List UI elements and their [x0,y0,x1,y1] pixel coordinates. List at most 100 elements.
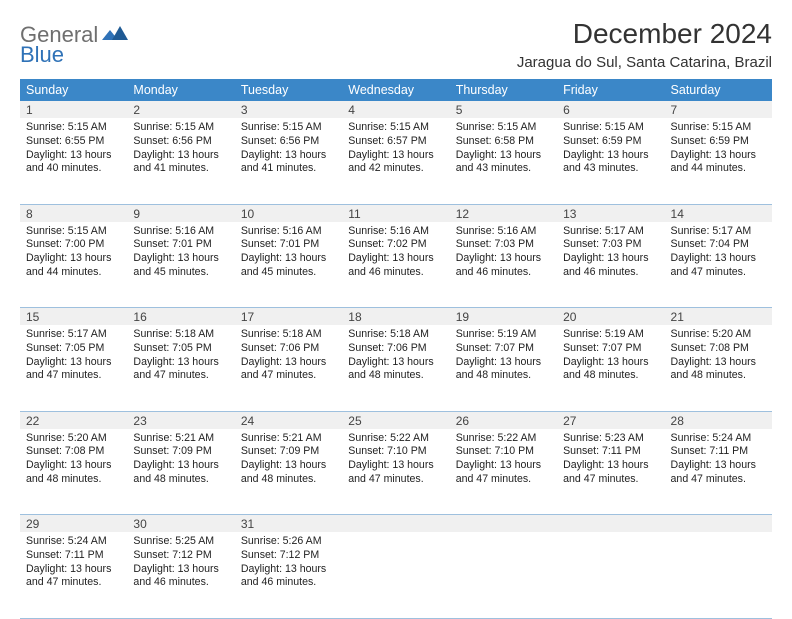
weekday-header: Monday [127,79,234,101]
day-body-cell: Sunrise: 5:16 AMSunset: 7:03 PMDaylight:… [450,222,557,308]
weekday-header: Tuesday [235,79,342,101]
day-details: Sunrise: 5:18 AMSunset: 7:05 PMDaylight:… [127,325,234,387]
day-body-cell: Sunrise: 5:20 AMSunset: 7:08 PMDaylight:… [665,325,772,411]
day-number-cell: 11 [342,204,449,222]
day-number-cell: 25 [342,411,449,429]
day-body-cell: Sunrise: 5:18 AMSunset: 7:06 PMDaylight:… [342,325,449,411]
day-number-cell: 23 [127,411,234,429]
day-body-row: Sunrise: 5:17 AMSunset: 7:05 PMDaylight:… [20,325,772,411]
day-body-cell: Sunrise: 5:21 AMSunset: 7:09 PMDaylight:… [127,429,234,515]
day-number-row: 293031 [20,515,772,533]
day-body-cell: Sunrise: 5:16 AMSunset: 7:02 PMDaylight:… [342,222,449,308]
day-details: Sunrise: 5:15 AMSunset: 6:59 PMDaylight:… [665,118,772,180]
day-number-cell: 20 [557,308,664,326]
day-number-cell: 10 [235,204,342,222]
day-details: Sunrise: 5:18 AMSunset: 7:06 PMDaylight:… [342,325,449,387]
day-details: Sunrise: 5:15 AMSunset: 6:56 PMDaylight:… [235,118,342,180]
day-details: Sunrise: 5:19 AMSunset: 7:07 PMDaylight:… [450,325,557,387]
day-body-cell: Sunrise: 5:17 AMSunset: 7:04 PMDaylight:… [665,222,772,308]
calendar-table: SundayMondayTuesdayWednesdayThursdayFrid… [20,79,772,619]
day-number-cell: 21 [665,308,772,326]
day-details: Sunrise: 5:16 AMSunset: 7:01 PMDaylight:… [235,222,342,284]
day-body-cell: Sunrise: 5:22 AMSunset: 7:10 PMDaylight:… [450,429,557,515]
day-body-cell [557,532,664,618]
day-number-cell: 18 [342,308,449,326]
day-number-cell: 30 [127,515,234,533]
day-details: Sunrise: 5:22 AMSunset: 7:10 PMDaylight:… [342,429,449,491]
day-number-row: 15161718192021 [20,308,772,326]
day-body-cell: Sunrise: 5:23 AMSunset: 7:11 PMDaylight:… [557,429,664,515]
day-body-cell: Sunrise: 5:25 AMSunset: 7:12 PMDaylight:… [127,532,234,618]
day-number-cell [665,515,772,533]
day-number-cell: 2 [127,101,234,118]
day-body-cell: Sunrise: 5:20 AMSunset: 7:08 PMDaylight:… [20,429,127,515]
logo-text: General Blue [20,24,98,66]
day-body-cell: Sunrise: 5:15 AMSunset: 6:58 PMDaylight:… [450,118,557,204]
weekday-header: Saturday [665,79,772,101]
day-number-cell: 3 [235,101,342,118]
weekday-header: Friday [557,79,664,101]
weekday-header-row: SundayMondayTuesdayWednesdayThursdayFrid… [20,79,772,101]
day-body-cell: Sunrise: 5:19 AMSunset: 7:07 PMDaylight:… [557,325,664,411]
day-body-cell: Sunrise: 5:15 AMSunset: 6:59 PMDaylight:… [557,118,664,204]
day-details: Sunrise: 5:16 AMSunset: 7:02 PMDaylight:… [342,222,449,284]
day-number-cell: 26 [450,411,557,429]
day-details: Sunrise: 5:15 AMSunset: 7:00 PMDaylight:… [20,222,127,284]
day-number-cell [557,515,664,533]
day-details: Sunrise: 5:24 AMSunset: 7:11 PMDaylight:… [665,429,772,491]
day-number-cell [450,515,557,533]
day-number-cell: 5 [450,101,557,118]
day-details: Sunrise: 5:15 AMSunset: 6:55 PMDaylight:… [20,118,127,180]
day-body-cell: Sunrise: 5:24 AMSunset: 7:11 PMDaylight:… [20,532,127,618]
day-body-cell [342,532,449,618]
day-body-cell: Sunrise: 5:15 AMSunset: 6:57 PMDaylight:… [342,118,449,204]
day-body-row: Sunrise: 5:15 AMSunset: 6:55 PMDaylight:… [20,118,772,204]
day-number-cell: 19 [450,308,557,326]
day-number-cell: 8 [20,204,127,222]
day-number-cell: 6 [557,101,664,118]
day-number-row: 22232425262728 [20,411,772,429]
day-body-row: Sunrise: 5:24 AMSunset: 7:11 PMDaylight:… [20,532,772,618]
day-details: Sunrise: 5:17 AMSunset: 7:04 PMDaylight:… [665,222,772,284]
day-body-cell: Sunrise: 5:18 AMSunset: 7:05 PMDaylight:… [127,325,234,411]
header: General Blue December 2024 Jaragua do Su… [20,18,772,71]
day-number-cell: 24 [235,411,342,429]
day-details: Sunrise: 5:26 AMSunset: 7:12 PMDaylight:… [235,532,342,594]
day-body-cell: Sunrise: 5:22 AMSunset: 7:10 PMDaylight:… [342,429,449,515]
day-details: Sunrise: 5:20 AMSunset: 7:08 PMDaylight:… [20,429,127,491]
day-number-cell: 9 [127,204,234,222]
day-number-cell: 29 [20,515,127,533]
day-body-cell [665,532,772,618]
day-number-cell: 7 [665,101,772,118]
day-number-cell [342,515,449,533]
day-body-cell: Sunrise: 5:15 AMSunset: 6:59 PMDaylight:… [665,118,772,204]
day-details: Sunrise: 5:17 AMSunset: 7:05 PMDaylight:… [20,325,127,387]
day-body-cell [450,532,557,618]
logo: General Blue [20,18,128,66]
day-body-cell: Sunrise: 5:16 AMSunset: 7:01 PMDaylight:… [127,222,234,308]
day-details: Sunrise: 5:25 AMSunset: 7:12 PMDaylight:… [127,532,234,594]
day-details: Sunrise: 5:23 AMSunset: 7:11 PMDaylight:… [557,429,664,491]
day-details: Sunrise: 5:15 AMSunset: 6:57 PMDaylight:… [342,118,449,180]
day-number-row: 1234567 [20,101,772,118]
day-details: Sunrise: 5:21 AMSunset: 7:09 PMDaylight:… [235,429,342,491]
day-number-cell: 13 [557,204,664,222]
day-body-cell: Sunrise: 5:18 AMSunset: 7:06 PMDaylight:… [235,325,342,411]
day-body-cell: Sunrise: 5:15 AMSunset: 6:56 PMDaylight:… [127,118,234,204]
day-body-cell: Sunrise: 5:19 AMSunset: 7:07 PMDaylight:… [450,325,557,411]
day-number-row: 891011121314 [20,204,772,222]
day-body-cell: Sunrise: 5:16 AMSunset: 7:01 PMDaylight:… [235,222,342,308]
day-body-cell: Sunrise: 5:26 AMSunset: 7:12 PMDaylight:… [235,532,342,618]
day-details: Sunrise: 5:20 AMSunset: 7:08 PMDaylight:… [665,325,772,387]
logo-word-2: Blue [20,44,98,66]
day-number-cell: 17 [235,308,342,326]
day-details: Sunrise: 5:16 AMSunset: 7:01 PMDaylight:… [127,222,234,284]
day-number-cell: 22 [20,411,127,429]
day-details: Sunrise: 5:18 AMSunset: 7:06 PMDaylight:… [235,325,342,387]
weekday-header: Sunday [20,79,127,101]
weekday-header: Thursday [450,79,557,101]
logo-mark-icon [102,26,128,46]
day-body-row: Sunrise: 5:15 AMSunset: 7:00 PMDaylight:… [20,222,772,308]
day-body-cell: Sunrise: 5:15 AMSunset: 7:00 PMDaylight:… [20,222,127,308]
day-body-row: Sunrise: 5:20 AMSunset: 7:08 PMDaylight:… [20,429,772,515]
